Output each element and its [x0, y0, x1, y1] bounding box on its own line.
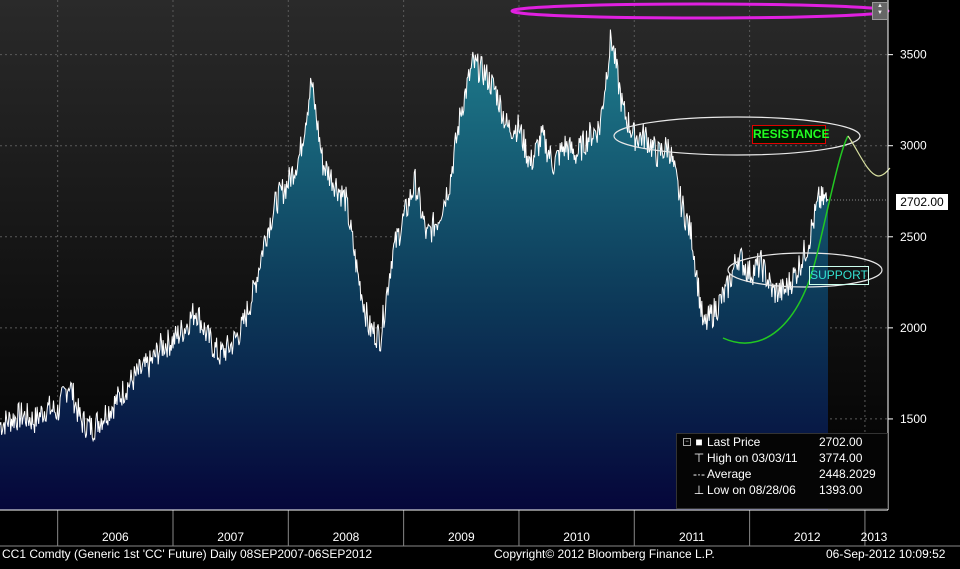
chart-legend: − ■ Last Price 2702.00 ⊤ High on 03/03/1… — [676, 433, 888, 509]
x-tick-label: 2011 — [679, 530, 705, 544]
legend-value: 3774.00 — [819, 451, 863, 465]
support-label: SUPPORT — [809, 266, 869, 285]
x-tick-label: 2008 — [333, 530, 360, 544]
legend-label: Last Price — [707, 435, 761, 449]
legend-swatch-icon: ■ — [695, 435, 703, 449]
resistance-label: RESISTANCE — [752, 125, 829, 144]
footer-copyright: Copyright© 2012 Bloomberg Finance L.P. — [494, 547, 715, 561]
area-layer — [0, 29, 888, 510]
y-tick-label: 3000 — [900, 139, 927, 153]
legend-row-last: − ■ Last Price 2702.00 — [677, 434, 887, 450]
high-marker-icon: ⊤ — [693, 451, 705, 465]
resistance-ellipse — [613, 116, 861, 156]
chart-scroll-button[interactable]: ▲ ▼ — [872, 2, 888, 20]
legend-row-high: ⊤ High on 03/03/11 3774.00 — [677, 450, 887, 466]
average-marker-icon: -·- — [693, 467, 705, 481]
legend-label: High on 03/03/11 — [707, 451, 798, 465]
series-line-last-price — [0, 29, 829, 443]
x-tick-label: 2007 — [217, 530, 244, 544]
y-tick-label: 3500 — [900, 48, 927, 62]
y-tick-label: 1500 — [900, 412, 927, 426]
legend-row-low: ⊥ Low on 08/28/06 1393.00 — [677, 482, 887, 498]
x-tick-label: 2013 — [861, 530, 888, 544]
legend-value: 1393.00 — [819, 483, 863, 497]
series-area-last-price — [0, 29, 828, 510]
x-tick-label: 2012 — [794, 530, 821, 544]
low-marker-icon: ⊥ — [693, 483, 705, 497]
legend-row-average: -·- Average 2448.2029 — [677, 466, 887, 482]
legend-label: Low on 08/28/06 — [707, 483, 796, 497]
y-tick-label: 2000 — [900, 321, 927, 335]
x-tick-label: 2010 — [563, 530, 590, 544]
legend-label: Average — [707, 467, 752, 481]
footer-timestamp: 06-Sep-2012 10:09:52 — [826, 547, 946, 561]
x-tick-label: 2009 — [448, 530, 475, 544]
y-tick-label: 2500 — [900, 230, 927, 244]
scroll-down-icon: ▼ — [877, 10, 883, 16]
footer-security: CC1 Comdty (Generic 1st 'CC' Future) Dai… — [2, 547, 373, 561]
x-tick-label: 2006 — [102, 530, 129, 544]
legend-value: 2702.00 — [819, 435, 863, 449]
scroll-up-icon: ▲ — [877, 3, 883, 9]
uptrend-curve — [722, 135, 849, 344]
axis-layer: 1500 2000 2500 3000 3500 2006 2007 2008 2009 2010… — [0, 0, 960, 547]
support-ellipse — [727, 252, 883, 288]
last-price-tag: 2702.00 — [896, 194, 948, 210]
legend-collapse-icon[interactable]: − — [683, 438, 691, 446]
legend-value: 2448.2029 — [819, 467, 876, 481]
